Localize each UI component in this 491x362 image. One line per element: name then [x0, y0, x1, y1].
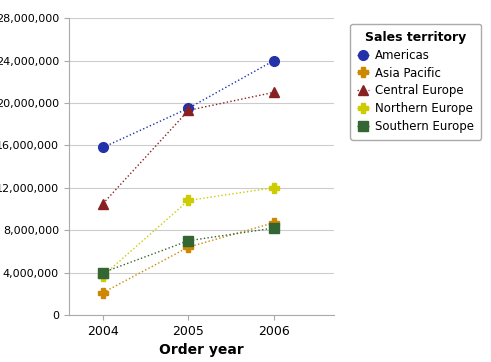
- Northern Europe: [100, 274, 106, 278]
- Southern Europe: [271, 226, 277, 230]
- Americas: [186, 106, 191, 110]
- Americas: [100, 145, 106, 150]
- Southern Europe: [100, 270, 106, 275]
- Legend: Americas, Asia Pacific, Central Europe, Northern Europe, Southern Europe: Americas, Asia Pacific, Central Europe, …: [351, 24, 481, 140]
- Southern Europe: [186, 239, 191, 243]
- Line: Asia Pacific: Asia Pacific: [98, 218, 279, 298]
- Line: Northern Europe: Northern Europe: [98, 183, 279, 281]
- Northern Europe: [186, 198, 191, 203]
- Asia Pacific: [271, 220, 277, 225]
- Line: Southern Europe: Southern Europe: [98, 223, 279, 277]
- Central Europe: [271, 90, 277, 94]
- Northern Europe: [271, 186, 277, 190]
- Asia Pacific: [186, 245, 191, 249]
- Americas: [271, 58, 277, 63]
- X-axis label: Order year: Order year: [159, 343, 244, 357]
- Asia Pacific: [100, 290, 106, 295]
- Central Europe: [100, 201, 106, 206]
- Line: Americas: Americas: [98, 56, 279, 152]
- Central Europe: [186, 108, 191, 113]
- Line: Central Europe: Central Europe: [98, 88, 279, 209]
